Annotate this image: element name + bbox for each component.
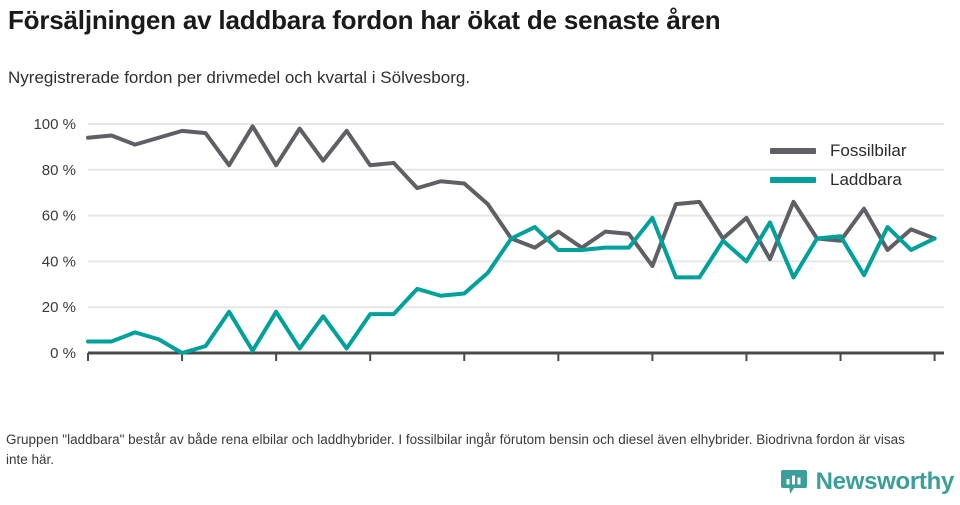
legend-swatch-fossilbilar <box>770 147 816 154</box>
bar-chart-bubble-icon <box>780 470 807 494</box>
svg-text:40 %: 40 % <box>42 253 76 270</box>
chart-legend: Fossilbilar Laddbara <box>770 136 960 194</box>
x-axis <box>87 351 944 361</box>
legend-label-laddbara: Laddbara <box>830 169 902 189</box>
legend-label-fossilbilar: Fossilbilar <box>830 140 907 160</box>
legend-item-laddbara[interactable]: Laddbara <box>770 165 960 194</box>
line-chart-svg: 0 %20 %40 %60 %80 %100 % 201720182019202… <box>33 116 944 362</box>
brand-logo[interactable]: Newsworthy <box>780 468 954 496</box>
svg-text:0 %: 0 % <box>50 345 76 362</box>
chart-plot-area: 0 %20 %40 %60 %80 %100 % 201720182019202… <box>0 105 960 370</box>
svg-text:20 %: 20 % <box>42 299 76 316</box>
legend-swatch-laddbara <box>770 176 816 183</box>
y-axis-tick-labels: 0 % 20 % 40 % 60 % 80 % 100 % <box>33 116 76 362</box>
data-series-lines <box>86 124 937 355</box>
chart-subtitle: Nyregistrerade fordon per drivmedel och … <box>8 68 471 87</box>
svg-text:80 %: 80 % <box>42 162 76 179</box>
svg-text:100 %: 100 % <box>33 116 76 133</box>
svg-text:60 %: 60 % <box>42 208 76 225</box>
legend-item-fossilbilar[interactable]: Fossilbilar <box>770 136 960 165</box>
brand-name: Newsworthy <box>815 468 955 495</box>
chart-footnote: Gruppen "laddbara" består av både rena e… <box>6 432 905 467</box>
page-title: Försäljningen av laddbara fordon har öka… <box>8 5 721 35</box>
